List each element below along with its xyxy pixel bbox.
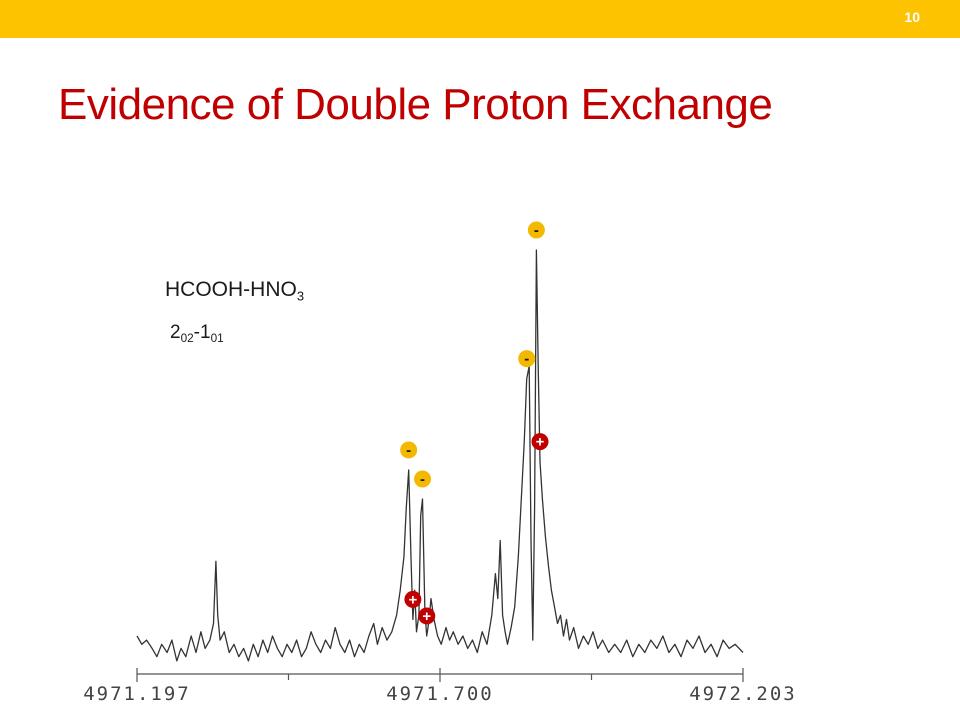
slide-title: Evidence of Double Proton Exchange <box>58 80 773 129</box>
plus-marker: + <box>404 590 422 608</box>
transition-label: 202-101 <box>170 322 224 345</box>
x-tick-label: 4971.197 <box>83 683 191 705</box>
marker-circle <box>527 221 545 239</box>
marker-sign: - <box>534 222 539 239</box>
top-accent-bar: 10 <box>0 0 960 38</box>
x-tick-label: 4972.203 <box>689 683 797 705</box>
species-subscript: 3 <box>296 288 305 304</box>
marker-sign: - <box>420 471 425 488</box>
transition-j-upper: 2 <box>170 322 181 343</box>
marker-sign: - <box>406 442 411 459</box>
marker-sign: + <box>409 591 418 608</box>
minus-marker: - <box>400 441 418 459</box>
plus-marker: + <box>418 607 436 625</box>
marker-sign: + <box>536 434 545 451</box>
species-formula: HCOOH-HNO <box>165 278 297 301</box>
marker-layer: --++--+ <box>400 221 549 625</box>
x-axis: 4971.197 4971.700 4972.203 <box>83 668 797 705</box>
minus-marker: - <box>518 350 536 368</box>
marker-circle <box>414 470 432 488</box>
marker-circle <box>404 590 422 608</box>
transition-k-upper: 02 <box>180 332 194 346</box>
marker-circle <box>518 350 536 368</box>
marker-sign: + <box>422 608 431 625</box>
marker-sign: - <box>524 351 529 368</box>
transition-separator: - <box>193 322 200 343</box>
marker-circle <box>531 433 549 451</box>
transition-k-lower: 01 <box>210 332 224 346</box>
x-tick-label: 4971.700 <box>386 683 494 705</box>
minus-marker: - <box>414 470 432 488</box>
plus-marker: + <box>531 433 549 451</box>
marker-circle <box>400 441 418 459</box>
spectrum-trace <box>136 249 744 662</box>
trace-layer <box>136 249 744 662</box>
transition-j-lower: 1 <box>200 322 211 343</box>
slide-number: 10 <box>904 9 920 25</box>
minus-marker: - <box>527 221 545 239</box>
species-label: HCOOH-HNO3 <box>165 278 304 304</box>
marker-circle <box>418 607 436 625</box>
